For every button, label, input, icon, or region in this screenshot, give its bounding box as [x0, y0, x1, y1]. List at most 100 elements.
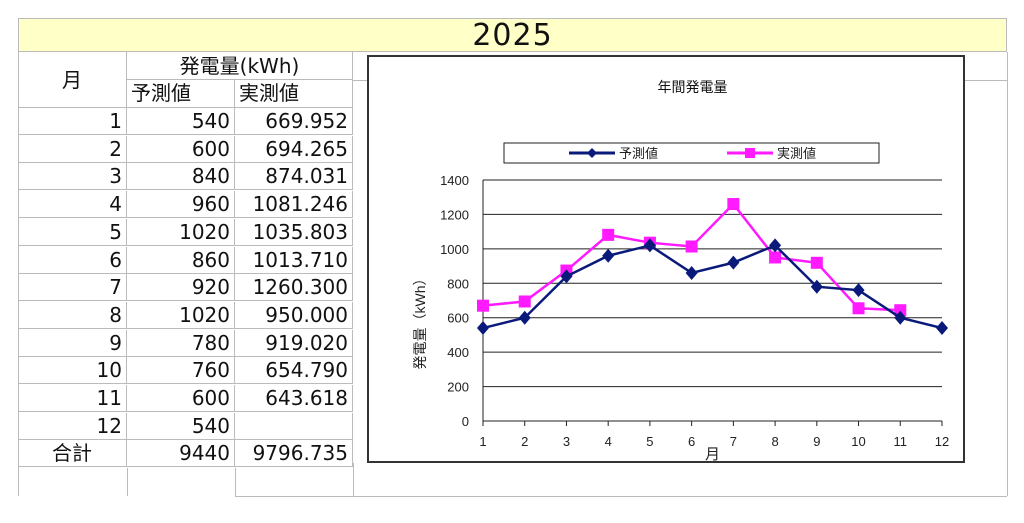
table-row-actual[interactable]: 1260.300: [235, 274, 353, 302]
data-point-square: [769, 251, 782, 264]
x-tick-label: 7: [730, 434, 737, 449]
data-point-diamond: [769, 238, 782, 253]
legend-box: [503, 142, 880, 164]
header-actual[interactable]: 実測値: [235, 80, 353, 108]
table-row-forecast[interactable]: 920: [127, 274, 235, 302]
table-row-month[interactable]: 9: [18, 329, 127, 357]
y-tick-label: 400: [447, 345, 469, 360]
chart-title: 年間発電量: [658, 79, 728, 95]
table-row-forecast[interactable]: 600: [127, 385, 235, 412]
x-tick-label: 12: [935, 434, 949, 449]
data-point-square: [894, 304, 907, 317]
y-tick-label: 600: [447, 311, 469, 326]
y-tick-label: 0: [462, 414, 469, 429]
legend-label: 予測値: [619, 146, 658, 161]
table-row-actual[interactable]: 643.618: [235, 385, 353, 412]
table-row-forecast[interactable]: 540: [127, 108, 235, 135]
table-row-actual[interactable]: 874.031: [235, 163, 353, 191]
data-point-square: [727, 198, 740, 211]
x-tick-label: 2: [521, 434, 528, 449]
table-row-actual[interactable]: 1081.246: [235, 191, 353, 219]
data-point-diamond: [560, 269, 573, 284]
grid-line: [235, 496, 1007, 497]
data-point-diamond: [643, 238, 656, 253]
table-row-forecast[interactable]: 860: [127, 246, 235, 274]
table-row-forecast[interactable]: 600: [127, 135, 235, 163]
table-row-actual[interactable]: [235, 412, 353, 440]
table-row-month[interactable]: 8: [18, 301, 127, 329]
legend-label: 実測値: [777, 146, 816, 161]
series-line: [482, 202, 901, 312]
x-tick-label: 1: [479, 434, 486, 449]
x-axis-label: 月: [705, 446, 720, 461]
table-row-actual[interactable]: 654.790: [235, 357, 353, 385]
header-month[interactable]: 月: [18, 52, 127, 108]
data-point-diamond: [685, 265, 698, 280]
legend-square-marker: [745, 148, 755, 158]
grid-line: [235, 468, 236, 496]
table-row-month[interactable]: 6: [18, 246, 127, 274]
chart-box[interactable]: 年間発電量 0 200 400 600 800 1000 1200 1400 1 2 3 4 5 6 7 8 9 1…: [367, 55, 965, 463]
table-row-forecast[interactable]: 780: [127, 329, 235, 357]
data-point-diamond: [477, 321, 489, 336]
legend-diamond-marker: [587, 148, 597, 158]
table-row-month[interactable]: 7: [18, 274, 127, 302]
x-tick-label: 11: [894, 434, 908, 449]
y-tick-label: 200: [447, 380, 469, 395]
data-point-square: [810, 256, 823, 269]
data-point-square: [477, 299, 489, 312]
data-point-diamond: [852, 283, 865, 298]
data-point-diamond: [727, 255, 740, 270]
table-row-month[interactable]: 10: [18, 357, 127, 385]
header-group[interactable]: 発電量(kWh): [127, 52, 353, 80]
data-point-diamond: [894, 310, 907, 325]
x-tick-label: 10: [851, 434, 865, 449]
data-point-square: [852, 302, 865, 315]
data-point-diamond: [810, 279, 823, 294]
total-row-actual[interactable]: 9796.735: [235, 440, 353, 468]
data-point-diamond: [602, 248, 615, 263]
sheet-title: 2025: [18, 18, 1007, 53]
data-point-square: [685, 240, 698, 253]
series-line: [482, 243, 943, 330]
table-row-actual[interactable]: 669.952: [235, 108, 353, 135]
data-point-diamond: [518, 310, 531, 325]
y-tick-label: 1400: [440, 173, 469, 188]
header-forecast[interactable]: 予測値: [127, 80, 235, 108]
grid-line: [353, 463, 354, 496]
table-row-forecast[interactable]: 1020: [127, 218, 235, 246]
y-tick-label: 1000: [440, 242, 469, 257]
table-row-month[interactable]: 2: [18, 135, 127, 163]
x-tick-label: 5: [646, 434, 653, 449]
table-row-forecast[interactable]: 540: [127, 412, 235, 440]
x-tick-label: 3: [563, 434, 570, 449]
x-tick-label: 9: [813, 434, 820, 449]
table-row-actual[interactable]: 1035.803: [235, 218, 353, 246]
x-tick-label: 4: [605, 434, 612, 449]
x-tick-label: 6: [688, 434, 695, 449]
data-point-square: [518, 295, 531, 308]
y-axis-label: 発電量（kWh）: [412, 272, 428, 370]
table-row-month[interactable]: 1: [18, 108, 127, 135]
table-row-forecast[interactable]: 760: [127, 357, 235, 385]
total-row-month[interactable]: 合計: [18, 440, 127, 468]
table-row-forecast[interactable]: 960: [127, 191, 235, 219]
table-row-actual[interactable]: 1013.710: [235, 246, 353, 274]
y-tick-label: 1200: [440, 207, 469, 222]
table-row-month[interactable]: 12: [18, 412, 127, 440]
grid-line: [127, 468, 128, 496]
table-row-month[interactable]: 11: [18, 385, 127, 412]
table-row-month[interactable]: 3: [18, 163, 127, 191]
x-tick-label: 8: [771, 434, 778, 449]
table-row-month[interactable]: 5: [18, 218, 127, 246]
total-row-forecast[interactable]: 9440: [127, 440, 235, 468]
table-row-month[interactable]: 4: [18, 191, 127, 219]
table-row-actual[interactable]: 694.265: [235, 135, 353, 163]
table-row-actual[interactable]: 950.000: [235, 301, 353, 329]
y-tick-label: 800: [447, 276, 469, 291]
table-row-actual[interactable]: 919.020: [235, 329, 353, 357]
table-row-forecast[interactable]: 1020: [127, 301, 235, 329]
table-row-forecast[interactable]: 840: [127, 163, 235, 191]
data-point-diamond: [936, 321, 948, 336]
